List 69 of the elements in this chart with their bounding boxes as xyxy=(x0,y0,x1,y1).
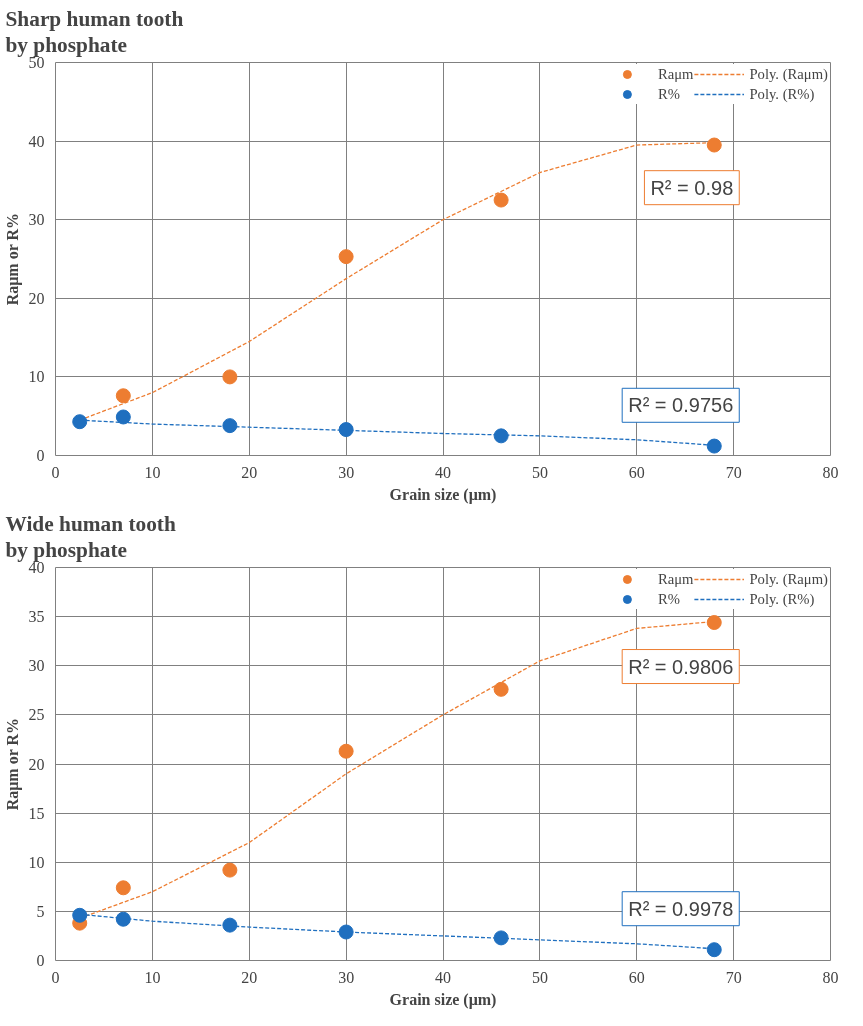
point xyxy=(115,409,131,425)
y-tick-label: 20 xyxy=(28,289,45,307)
legend-label: Raμm xyxy=(657,569,694,589)
y-tick-label: 25 xyxy=(28,706,45,724)
legend-label: R% xyxy=(657,589,680,609)
point xyxy=(706,438,722,454)
x-tick-label: 30 xyxy=(338,463,355,481)
y-tick-label: 30 xyxy=(28,211,45,229)
x-tick-label: 80 xyxy=(822,968,839,986)
x-tick-label: 0 xyxy=(51,463,60,481)
x-tick-label: 50 xyxy=(531,968,548,986)
x-tick-label: 50 xyxy=(531,463,548,481)
point xyxy=(115,388,131,404)
x-tick-label: 70 xyxy=(725,968,742,986)
y-tick-label: 20 xyxy=(28,755,45,773)
legend-label: Poly. (Raμm) xyxy=(749,64,828,84)
y-tick-label: 10 xyxy=(28,368,45,386)
x-tick-label: 10 xyxy=(144,463,161,481)
annotation: R² = 0.9756 xyxy=(628,394,734,417)
y-tick-label: 0 xyxy=(36,447,45,464)
x-tick-label: 80 xyxy=(822,463,839,481)
y-tick-label: 10 xyxy=(28,853,45,871)
point xyxy=(706,615,722,631)
point xyxy=(72,414,88,430)
x-tick-label: 10 xyxy=(144,968,161,986)
point xyxy=(493,192,509,208)
point xyxy=(493,930,509,946)
point xyxy=(338,743,354,759)
x-tick-label: 20 xyxy=(241,968,258,986)
y-tick-label: 35 xyxy=(28,608,45,626)
x-tick-label: 60 xyxy=(628,463,645,481)
annotation: R² = 0.9978 xyxy=(628,897,734,920)
point xyxy=(222,917,238,933)
point xyxy=(338,249,354,265)
point xyxy=(222,418,238,434)
x-tick-label: 20 xyxy=(241,463,258,481)
y-tick-label: 30 xyxy=(28,657,45,675)
y-axis-title: Raμm or R% xyxy=(3,717,22,811)
point xyxy=(115,880,131,896)
point xyxy=(493,681,509,697)
point xyxy=(338,924,354,940)
y-axis-title: Raμm or R% xyxy=(3,212,22,306)
legend-label: Poly. (R%) xyxy=(749,84,815,104)
x-tick-label: 40 xyxy=(435,968,451,986)
x-tick-label: 30 xyxy=(338,968,355,986)
x-axis-title: Grain size (μm) xyxy=(389,990,497,1009)
y-tick-label: 40 xyxy=(28,132,45,150)
y-tick-label: 0 xyxy=(36,952,45,969)
legend-label: R% xyxy=(657,84,680,104)
x-tick-label: 40 xyxy=(435,463,451,481)
legend-label: Poly. (R%) xyxy=(749,589,815,609)
point xyxy=(706,942,722,958)
y-tick-label: 5 xyxy=(36,902,45,920)
legend-label: Raμm xyxy=(657,64,694,84)
point xyxy=(222,369,238,385)
point xyxy=(222,862,238,878)
annotation: R² = 0.98 xyxy=(650,176,734,199)
annotation: R² = 0.9806 xyxy=(628,655,734,678)
y-tick-label: 15 xyxy=(28,804,45,822)
point xyxy=(115,911,131,927)
legend-label: Poly. (Raμm) xyxy=(749,569,828,589)
point xyxy=(338,422,354,438)
x-axis-title: Grain size (μm) xyxy=(389,485,497,504)
point xyxy=(706,137,722,153)
x-tick-label: 0 xyxy=(51,968,60,986)
point xyxy=(72,907,88,923)
x-tick-label: 70 xyxy=(725,463,742,481)
x-tick-label: 60 xyxy=(628,968,645,986)
point xyxy=(493,428,509,444)
